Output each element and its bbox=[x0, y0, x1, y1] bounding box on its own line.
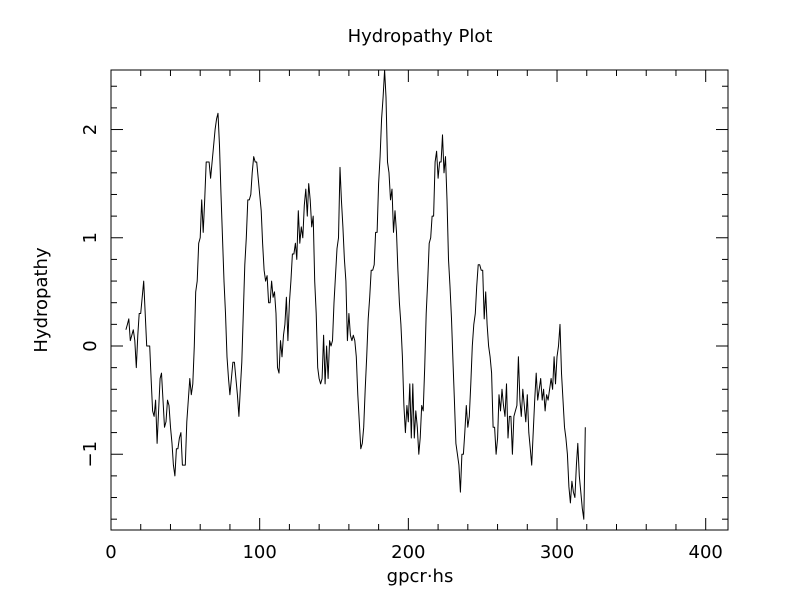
y-tick-label: −1 bbox=[80, 441, 101, 468]
y-tick-label: 2 bbox=[80, 124, 101, 135]
x-tick-label: 0 bbox=[105, 542, 116, 563]
chart-title: Hydropathy Plot bbox=[348, 26, 493, 47]
x-tick-label: 200 bbox=[391, 542, 425, 563]
series-layer bbox=[125, 69, 586, 520]
axes: 0 100 200 300 400 −1 0 1 2 bbox=[80, 69, 729, 563]
x-axis-label: gpcr·hs bbox=[387, 566, 454, 587]
hydropathy-series-line bbox=[125, 69, 586, 520]
x-tick-label: 100 bbox=[242, 542, 276, 563]
plot-frame bbox=[110, 69, 729, 531]
x-tick-label: 300 bbox=[540, 542, 574, 563]
y-tick-label: 1 bbox=[80, 232, 101, 243]
y-tick-label: 0 bbox=[80, 340, 101, 351]
x-tick-label: 400 bbox=[689, 542, 723, 563]
y-axis-label: Hydropathy bbox=[31, 247, 52, 353]
